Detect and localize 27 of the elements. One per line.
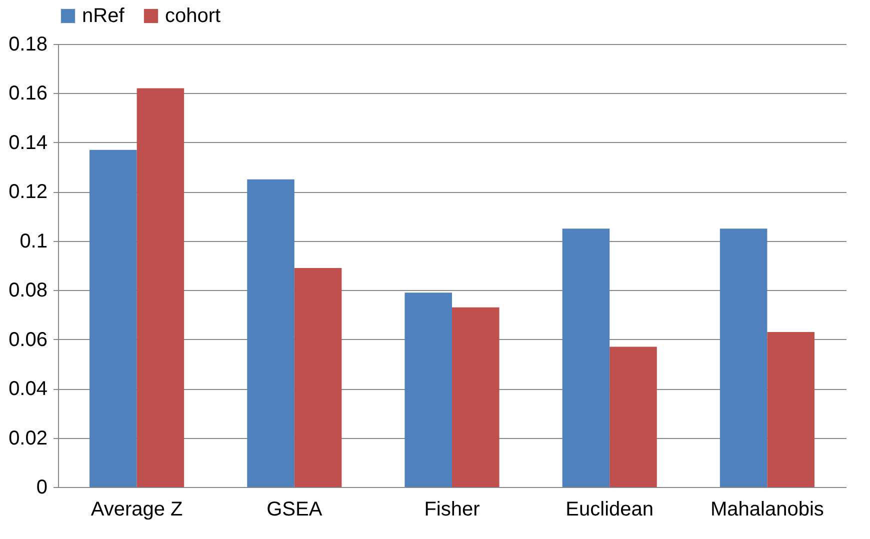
y-tick-label: 0.18 xyxy=(8,34,48,56)
bar xyxy=(452,307,500,487)
y-tick-label: 0.02 xyxy=(8,427,48,450)
x-tick-label: Mahalanobis xyxy=(710,498,824,520)
y-tick-label: 0 xyxy=(36,476,48,498)
bar xyxy=(610,346,657,487)
y-tick-label: 0.16 xyxy=(8,82,48,105)
x-tick-label: GSEA xyxy=(266,498,323,520)
y-tick-label: 0.08 xyxy=(8,280,48,302)
x-tick-label: Fisher xyxy=(424,498,480,520)
y-tick-label: 0.14 xyxy=(8,132,48,154)
bar xyxy=(404,292,452,487)
bar xyxy=(767,332,814,487)
x-tick-label: Average Z xyxy=(90,498,183,520)
bar xyxy=(247,179,294,487)
legend-label: cohort xyxy=(165,5,222,27)
bar xyxy=(562,228,610,487)
y-tick-label: 0.04 xyxy=(8,378,48,400)
legend-label: nRef xyxy=(82,5,125,27)
bar xyxy=(720,228,768,487)
y-tick-label: 0.12 xyxy=(8,181,48,204)
x-tick-label: Euclidean xyxy=(566,498,654,520)
y-tick-label: 0.06 xyxy=(8,328,48,351)
bar xyxy=(90,150,137,487)
bar xyxy=(136,88,184,487)
y-tick-label: 0.1 xyxy=(20,230,48,252)
bar xyxy=(294,268,342,487)
